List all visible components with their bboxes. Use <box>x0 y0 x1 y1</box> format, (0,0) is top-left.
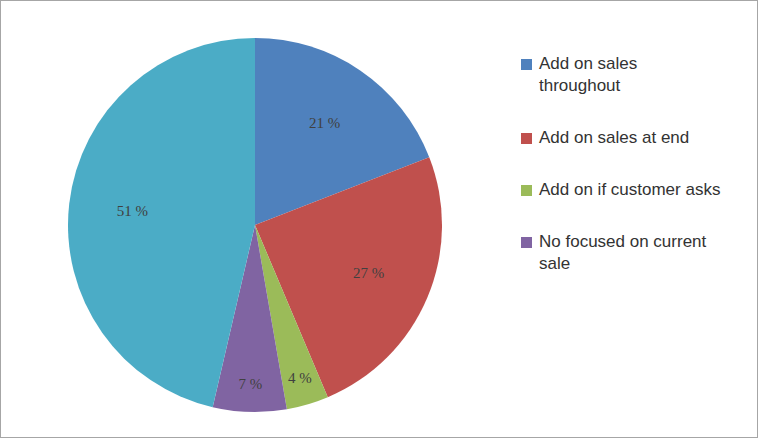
html-text:Add on sales throughout: Add on sales throughout <box>539 54 638 95</box>
html-text:No focused on current sale: No focused on current sale <box>539 232 707 273</box>
svg-text:27 %: 27 % <box>353 265 384 281</box>
html-text:Add on if customer asks: Add on if customer asks <box>539 180 721 199</box>
svg-text:7 %: 7 % <box>239 376 263 392</box>
svg-text:51 %: 51 % <box>117 203 148 219</box>
html-text:Add on sales at end: Add on sales at end <box>539 128 690 147</box>
svg-text:4 %: 4 % <box>288 370 312 386</box>
svg-text:21 %: 21 % <box>309 115 340 131</box>
